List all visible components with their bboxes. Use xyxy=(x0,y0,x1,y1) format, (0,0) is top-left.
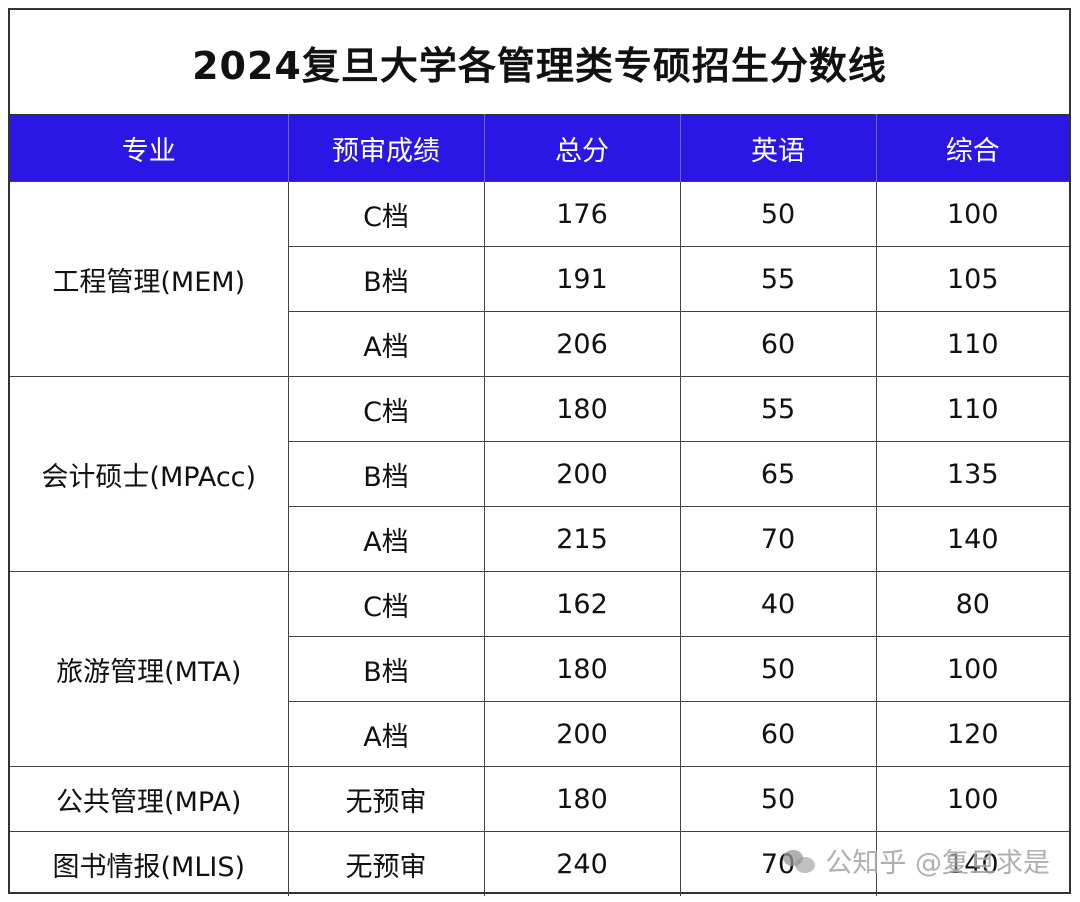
english-cell: 70 xyxy=(679,831,877,896)
english-cell: 65 xyxy=(679,441,877,507)
table-row: 图书情报(MLIS) 无预审 240 70 140 xyxy=(10,831,1069,896)
program-cell: 图书情报(MLIS) xyxy=(10,831,289,896)
total-cell: 200 xyxy=(483,701,681,767)
total-cell: 215 xyxy=(483,506,681,572)
comprehensive-cell: 140 xyxy=(875,831,1069,896)
grade-cell: C档 xyxy=(287,376,485,442)
english-cell: 70 xyxy=(679,506,877,572)
english-cell: 50 xyxy=(679,636,877,702)
comprehensive-cell: 100 xyxy=(875,636,1069,702)
program-cell: 公共管理(MPA) xyxy=(10,766,289,832)
table-row: A档 215 70 140 xyxy=(10,506,1069,572)
comprehensive-cell: 100 xyxy=(875,181,1069,247)
table-row: 旅游管理(MTA) C档 162 40 80 xyxy=(10,571,1069,767)
score-sheet: 2024复旦大学各管理类专硕招生分数线 专业 预审成绩 总分 英语 综合 工程管… xyxy=(8,8,1071,896)
header-total: 总分 xyxy=(484,114,681,182)
total-cell: 206 xyxy=(483,311,681,377)
header-english: 英语 xyxy=(680,114,877,182)
grade-cell: A档 xyxy=(288,311,485,377)
table-row: A档 206 60 110 xyxy=(10,311,1069,377)
english-cell: 55 xyxy=(679,246,877,312)
english-cell: 50 xyxy=(679,181,877,247)
comprehensive-cell: 110 xyxy=(875,311,1069,377)
table-row: B档 191 55 105 xyxy=(10,246,1069,312)
comprehensive-cell: 100 xyxy=(875,766,1069,832)
grade-cell: 无预审 xyxy=(287,766,485,832)
total-cell: 240 xyxy=(483,831,681,896)
program-cell: 工程管理(MEM) xyxy=(10,181,289,377)
total-cell: 180 xyxy=(483,636,681,702)
program-cell: 旅游管理(MTA) xyxy=(10,571,289,767)
score-table: 专业 预审成绩 总分 英语 综合 工程管理(MEM) C档 176 50 100… xyxy=(10,114,1069,896)
english-cell: 60 xyxy=(679,311,877,377)
table-row: 工程管理(MEM) C档 176 50 100 xyxy=(10,181,1069,377)
english-cell: 55 xyxy=(679,376,877,442)
comprehensive-cell: 120 xyxy=(875,701,1069,767)
grade-cell: A档 xyxy=(288,506,485,572)
total-cell: 191 xyxy=(483,246,681,312)
comprehensive-cell: 80 xyxy=(875,571,1069,637)
english-cell: 40 xyxy=(679,571,877,637)
grade-cell: C档 xyxy=(287,571,485,637)
comprehensive-cell: 135 xyxy=(875,441,1069,507)
grade-cell: C档 xyxy=(287,181,485,247)
program-cell: 会计硕士(MPAcc) xyxy=(10,376,289,572)
grade-cell: B档 xyxy=(288,246,485,312)
english-cell: 60 xyxy=(679,701,877,767)
english-cell: 50 xyxy=(679,766,877,832)
grade-cell: A档 xyxy=(288,701,485,767)
header-pre-review: 预审成绩 xyxy=(288,114,485,182)
header-comprehensive: 综合 xyxy=(876,114,1069,182)
table-row: B档 180 50 100 xyxy=(10,636,1069,702)
table-row: 会计硕士(MPAcc) C档 180 55 110 xyxy=(10,376,1069,572)
total-cell: 180 xyxy=(483,376,681,442)
comprehensive-cell: 110 xyxy=(875,376,1069,442)
table-header-row: 专业 预审成绩 总分 英语 综合 xyxy=(10,114,1069,182)
grade-cell: B档 xyxy=(288,441,485,507)
grade-cell: B档 xyxy=(288,636,485,702)
total-cell: 162 xyxy=(483,571,681,637)
table-row: 公共管理(MPA) 无预审 180 50 100 xyxy=(10,766,1069,832)
total-cell: 200 xyxy=(483,441,681,507)
table-row: B档 200 65 135 xyxy=(10,441,1069,507)
comprehensive-cell: 140 xyxy=(875,506,1069,572)
table-row: A档 200 60 120 xyxy=(10,701,1069,767)
page-title: 2024复旦大学各管理类专硕招生分数线 xyxy=(192,43,887,88)
comprehensive-cell: 105 xyxy=(875,246,1069,312)
total-cell: 176 xyxy=(483,181,681,247)
header-program: 专业 xyxy=(10,114,289,182)
total-cell: 180 xyxy=(483,766,681,832)
grade-cell: 无预审 xyxy=(287,831,485,896)
